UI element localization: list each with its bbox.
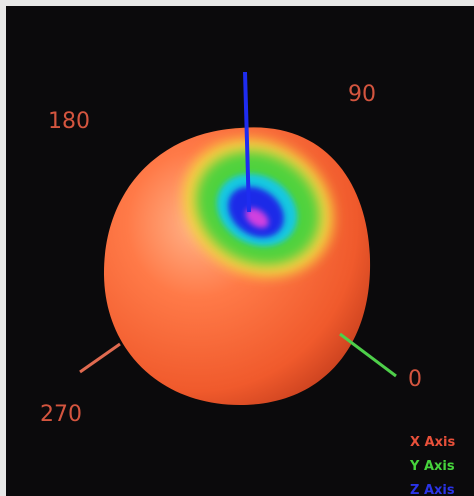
legend-entry: Y Axis	[409, 459, 455, 474]
angle-label: 270	[40, 402, 82, 427]
radiation-pattern	[103, 127, 371, 405]
legend-entry: Z Axis	[410, 483, 455, 496]
angle-label: 90	[348, 82, 376, 107]
z-axis-line	[243, 71, 251, 213]
legend-entry: X Axis	[410, 435, 455, 450]
angle-label: 0	[408, 367, 422, 392]
x-axis-line	[79, 342, 121, 374]
angle-label: 180	[48, 109, 90, 134]
y-axis-line	[339, 332, 397, 378]
